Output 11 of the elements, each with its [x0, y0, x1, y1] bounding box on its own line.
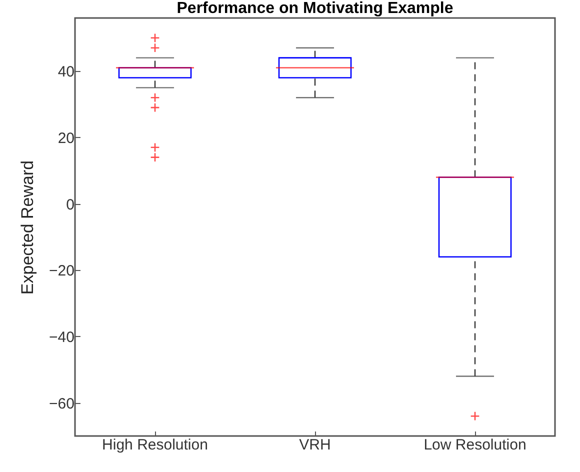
x-tick-label: VRH — [299, 436, 331, 454]
y-tick-label: −60 — [49, 395, 74, 412]
x-tick-label: Low Resolution — [424, 436, 526, 454]
y-tick-label: −40 — [49, 328, 74, 346]
y-tick-label: 0 — [66, 196, 74, 214]
y-tick-label: −20 — [49, 262, 74, 280]
y-tick-label: 40 — [58, 64, 74, 81]
x-tick-label: High Resolution — [102, 436, 208, 454]
chart-title: Performance on Motivating Example — [176, 0, 454, 17]
y-tick-label: 20 — [58, 130, 74, 147]
y-axis-title: Expected Reward — [18, 160, 38, 295]
